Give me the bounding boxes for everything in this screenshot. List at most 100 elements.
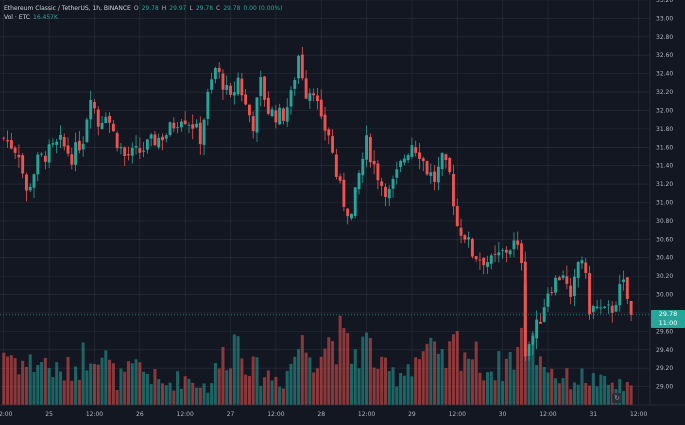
candle-body — [580, 260, 584, 264]
x-tick-label: 28 — [317, 411, 325, 418]
volume-bar — [130, 363, 134, 405]
candle-body — [134, 146, 138, 148]
x-tick-label: 29 — [408, 411, 416, 418]
volume-bar — [516, 347, 520, 405]
volume-bar — [474, 341, 478, 405]
volume-bar — [467, 358, 471, 405]
volume-bar — [24, 366, 28, 405]
x-tick-label: 12:00 — [449, 411, 466, 418]
chart-legend: Ethereum Classic / TetherUS, 1h, BINANCE… — [4, 4, 282, 22]
candle-body — [463, 235, 467, 240]
y-tick-label: 32.80 — [656, 34, 673, 41]
legend-close-value: 29.78 — [223, 5, 241, 12]
volume-bar — [58, 371, 62, 405]
candle-body — [599, 307, 603, 309]
candle-body — [554, 277, 557, 293]
candle-body — [59, 134, 62, 140]
candle-body — [353, 187, 357, 216]
volume-bar — [244, 374, 248, 405]
volume-bar — [281, 388, 285, 405]
candle-body — [93, 102, 96, 109]
volume-bar — [300, 335, 304, 405]
volume-bar — [399, 373, 403, 405]
volume-bar — [210, 383, 214, 405]
volume-bar — [36, 364, 40, 405]
candle-body — [157, 137, 161, 148]
candle-body — [350, 213, 353, 219]
candle-body — [202, 119, 206, 145]
volume-bar — [489, 371, 493, 405]
candle-body — [399, 160, 403, 168]
candle-body — [444, 154, 448, 160]
candle-body — [62, 137, 66, 147]
candle-body — [606, 304, 610, 306]
candle-body — [213, 68, 217, 80]
y-tick-label: 32.40 — [656, 71, 673, 78]
legend-volume-value: 16.457K — [33, 14, 58, 21]
candle-body — [421, 158, 425, 162]
volume-bar — [240, 358, 244, 405]
candle-body — [327, 129, 331, 136]
candle-body — [43, 155, 47, 162]
candle-body — [149, 134, 153, 139]
volume-bar — [599, 374, 603, 405]
legend-high-value: 29.97 — [169, 5, 187, 12]
candle-body — [387, 188, 391, 199]
volume-bar — [21, 360, 25, 405]
candle-body — [368, 136, 372, 163]
candle-body — [293, 80, 297, 89]
volume-bar — [81, 342, 85, 405]
x-tick-label: 31 — [589, 411, 597, 418]
volume-bar — [66, 356, 70, 405]
candle-body — [259, 77, 263, 97]
volume-bar — [433, 341, 437, 405]
candle-body — [361, 158, 365, 176]
volume-bar — [104, 350, 108, 405]
legend-volume-label[interactable]: Vol · ETC — [4, 14, 30, 21]
volume-bar — [195, 387, 199, 405]
volume-bar — [176, 371, 180, 405]
x-tick-label: 26 — [136, 411, 144, 418]
volume-bar — [478, 372, 482, 405]
volume-bar — [391, 367, 395, 405]
volume-bar — [334, 364, 338, 405]
candle-body — [482, 257, 486, 266]
candle-body — [334, 154, 338, 177]
volume-bar — [77, 379, 81, 405]
candle-body — [111, 123, 115, 132]
volume-bar — [436, 353, 440, 405]
volume-bar — [387, 370, 391, 405]
candle-body — [2, 137, 6, 139]
x-tick-label: 12:00 — [177, 411, 194, 418]
candle-body — [289, 90, 293, 107]
candle-body — [508, 250, 512, 255]
candle-body — [470, 239, 474, 257]
volume-bar — [512, 369, 516, 405]
candle-body — [319, 99, 323, 117]
candle-body — [565, 276, 569, 284]
candle-body — [557, 277, 561, 281]
candle-body — [372, 160, 376, 165]
candle-body — [104, 116, 108, 124]
volume-bar — [561, 378, 565, 405]
legend-symbol[interactable]: Ethereum Classic / TetherUS, 1h, BINANCE — [4, 5, 131, 12]
volume-bar — [319, 356, 323, 405]
replay-icon[interactable]: ↻ — [612, 393, 622, 403]
candle-body — [588, 273, 591, 315]
candle-body — [32, 174, 36, 188]
volume-bar — [92, 363, 96, 405]
volume-bar — [312, 372, 316, 405]
volume-bar — [395, 386, 399, 405]
candle-countdown: 11:00 — [658, 318, 678, 327]
volume-bar — [221, 346, 225, 405]
candle-body — [176, 126, 180, 128]
volume-bar — [520, 327, 524, 405]
volume-bar — [247, 376, 251, 405]
volume-bar — [357, 368, 361, 405]
candle-body — [429, 172, 433, 176]
candle-body — [304, 78, 308, 99]
volume-bar — [6, 356, 10, 405]
candle-body — [74, 142, 78, 165]
